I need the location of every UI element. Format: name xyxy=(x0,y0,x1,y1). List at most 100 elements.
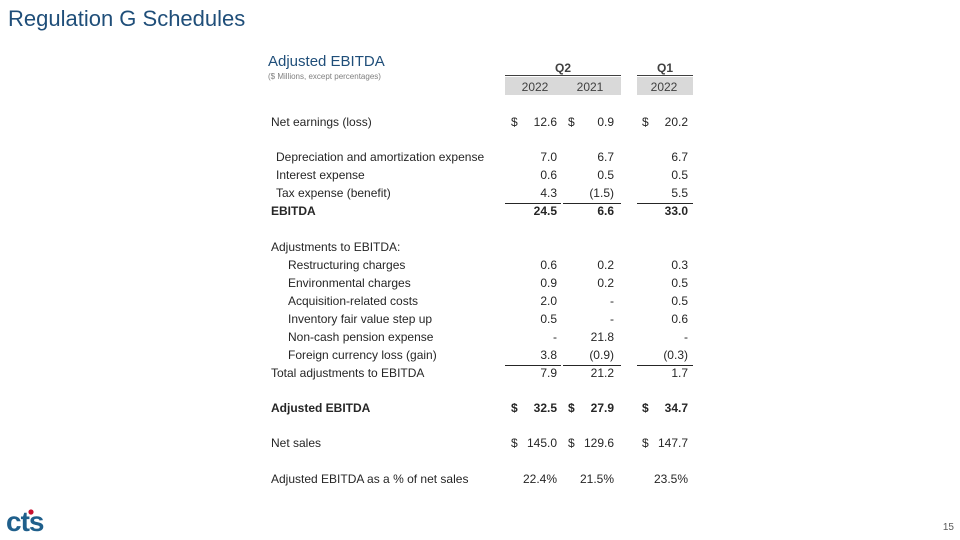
cell-q1-2022: 5.5 xyxy=(671,186,688,200)
cell-q2-2022: 2.0 xyxy=(540,294,557,308)
cell-q1-2022: 0.6 xyxy=(671,312,688,326)
cell-q2-2022: 145.0 xyxy=(526,436,557,450)
cell-q2-2021: 6.7 xyxy=(597,150,614,164)
table-row-acquisition: Acquisition-related costs 2.0 - 0.5 xyxy=(0,293,960,311)
table-row-depreciation: Depreciation and amortization expense 7.… xyxy=(0,149,960,167)
table-row-pension: Non-cash pension expense - 21.8 - xyxy=(0,329,960,347)
table-row-total-adjustments: Total adjustments to EBITDA 7.9 21.2 1.7 xyxy=(0,365,960,383)
table-row-adjusted-ebitda: Adjusted EBITDA $ 32.5 $ 27.9 $ 34.7 xyxy=(0,400,960,418)
dollar-sign: $ xyxy=(642,436,649,450)
table-title: Adjusted EBITDA xyxy=(268,53,385,70)
table-row-restructuring: Restructuring charges 0.6 0.2 0.3 xyxy=(0,257,960,275)
cell-q2-2022: 7.9 xyxy=(540,366,557,380)
table-row-adjusted-ebitda-pct: Adjusted EBITDA as a % of net sales 22.4… xyxy=(0,471,960,489)
year-header-q2-2022: 2022 xyxy=(521,80,549,94)
table-row-tax: Tax expense (benefit) 4.3 (1.5) 5.5 xyxy=(0,185,960,203)
cell-q2-2022: 4.3 xyxy=(540,186,557,200)
row-label: Net sales xyxy=(271,436,322,450)
cell-q2-2021: 21.8 xyxy=(590,330,614,344)
row-label: Adjusted EBITDA as a % of net sales xyxy=(271,472,469,486)
cell-q2-2021: 21.5% xyxy=(579,472,614,486)
table-subtitle: ($ Millions, except percentages) xyxy=(268,72,381,81)
cell-q2-2021: 129.6 xyxy=(583,436,614,450)
cell-q2-2021: - xyxy=(610,294,614,308)
cell-q1-2022: 34.7 xyxy=(664,401,688,415)
cell-q1-2022: 0.5 xyxy=(671,168,688,182)
table-row-foreign-currency: Foreign currency loss (gain) 3.8 (0.9) (… xyxy=(0,347,960,365)
row-label: Non-cash pension expense xyxy=(288,330,434,344)
period-header-q2: Q2 xyxy=(554,61,571,75)
subtotal-rule xyxy=(637,203,693,204)
period-rule-q2 xyxy=(505,75,621,76)
dollar-sign: $ xyxy=(511,401,518,415)
cell-q1-2022: 33.0 xyxy=(664,204,688,218)
cell-q2-2021: (1.5) xyxy=(589,186,614,200)
year-header-q1-2022: 2022 xyxy=(650,80,678,94)
cell-q2-2021: 21.2 xyxy=(590,366,614,380)
cell-q1-2022: 0.5 xyxy=(671,276,688,290)
period-rule-q1 xyxy=(637,75,693,76)
cell-q1-2022: 0.5 xyxy=(671,294,688,308)
table-row-interest: Interest expense 0.6 0.5 0.5 xyxy=(0,167,960,185)
row-label: Adjusted EBITDA xyxy=(271,401,371,415)
dollar-sign: $ xyxy=(642,401,649,415)
row-label: Inventory fair value step up xyxy=(288,312,433,326)
cell-q2-2022: 32.5 xyxy=(533,401,557,415)
year-band-q2 xyxy=(505,77,621,95)
table-row-net-earnings: Net earnings (loss) $ 12.6 $ 0.9 $ 20.2 xyxy=(0,114,960,132)
cell-q2-2022: 22.4% xyxy=(522,472,557,486)
cell-q2-2022: 3.8 xyxy=(540,348,557,362)
cell-q1-2022: 6.7 xyxy=(671,150,688,164)
subtotal-rule xyxy=(563,203,621,204)
table-row-adjustments-heading: Adjustments to EBITDA: xyxy=(0,239,960,257)
table-row-inventory: Inventory fair value step up 0.5 - 0.6 xyxy=(0,311,960,329)
row-label: Interest expense xyxy=(276,168,365,182)
cell-q2-2022: 0.6 xyxy=(540,258,557,272)
table-row-environmental: Environmental charges 0.9 0.2 0.5 xyxy=(0,275,960,293)
row-label: Environmental charges xyxy=(288,276,411,290)
cts-logo-mark: cts xyxy=(6,506,45,537)
period-header-q1: Q1 xyxy=(656,61,673,75)
subtotal-rule xyxy=(505,203,561,204)
row-label: EBITDA xyxy=(271,204,316,218)
cell-q1-2022: 1.7 xyxy=(671,366,688,380)
cell-q2-2022: 0.6 xyxy=(540,168,557,182)
cell-q2-2021: 0.9 xyxy=(597,115,614,129)
cell-q1-2022: 20.2 xyxy=(664,115,688,129)
cell-q2-2022: - xyxy=(553,330,557,344)
dollar-sign: $ xyxy=(511,436,518,450)
cell-q1-2022: 147.7 xyxy=(657,436,688,450)
page-number: 15 xyxy=(942,522,954,533)
logo-text: cts xyxy=(6,506,44,535)
cell-q2-2021: 6.6 xyxy=(597,204,614,218)
dollar-sign: $ xyxy=(642,115,649,129)
cell-q1-2022: - xyxy=(684,330,688,344)
row-label: Adjustments to EBITDA: xyxy=(271,240,401,254)
logo-dot xyxy=(28,509,34,515)
cell-q2-2021: 0.2 xyxy=(597,276,614,290)
row-label: Foreign currency loss (gain) xyxy=(288,348,437,362)
dollar-sign: $ xyxy=(511,115,518,129)
cell-q2-2021: (0.9) xyxy=(589,348,614,362)
subtotal-rule xyxy=(563,365,621,366)
cts-logo: cts xyxy=(6,505,58,540)
dollar-sign: $ xyxy=(568,115,575,129)
cell-q2-2021: 0.5 xyxy=(597,168,614,182)
cell-q2-2022: 24.5 xyxy=(533,204,557,218)
cell-q2-2022: 7.0 xyxy=(540,150,557,164)
subtotal-rule xyxy=(505,365,561,366)
row-label: Depreciation and amortization expense xyxy=(276,150,485,164)
cell-q1-2022: 23.5% xyxy=(653,472,688,486)
row-label: Tax expense (benefit) xyxy=(276,186,391,200)
dollar-sign: $ xyxy=(568,436,575,450)
year-band-q1 xyxy=(637,77,693,95)
cell-q2-2021: 0.2 xyxy=(597,258,614,272)
table-row-net-sales: Net sales $ 145.0 $ 129.6 $ 147.7 xyxy=(0,435,960,453)
cell-q2-2021: 27.9 xyxy=(590,401,614,415)
cell-q1-2022: 0.3 xyxy=(671,258,688,272)
cell-q1-2022: (0.3) xyxy=(663,348,688,362)
cell-q2-2022: 0.5 xyxy=(540,312,557,326)
cell-q2-2022: 12.6 xyxy=(533,115,557,129)
row-label: Restructuring charges xyxy=(288,258,406,272)
row-label: Acquisition-related costs xyxy=(288,294,419,308)
